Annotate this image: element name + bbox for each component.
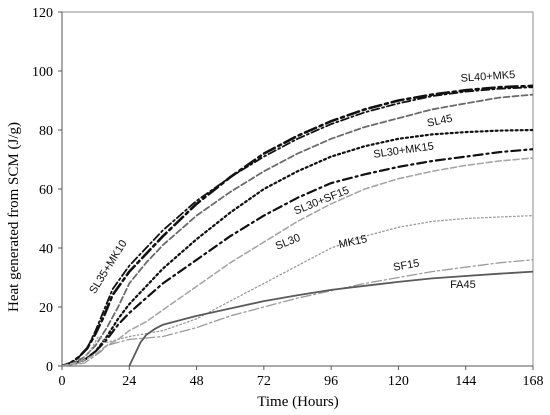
y-axis-ticks: 0 20 40 60 80 100 120 — [32, 6, 62, 375]
series-line-mk15 — [62, 214, 533, 366]
y-tick-label: 60 — [39, 183, 53, 198]
series-layer — [62, 84, 533, 366]
series-label: SL45 — [426, 113, 454, 130]
series-label: FA45 — [450, 279, 476, 291]
x-axis-title: Time (Hours) — [257, 394, 339, 410]
x-axis-ticks: 0 24 48 72 96 120 144 168 — [59, 366, 544, 389]
plot-border — [61, 11, 534, 367]
x-tick-label: 168 — [523, 374, 544, 389]
y-tick-label: 20 — [39, 301, 53, 316]
series-label: SF15 — [392, 258, 420, 274]
y-tick-label: 100 — [32, 65, 53, 80]
series-line-sf15 — [62, 259, 533, 366]
series-line-sl30-sf15 — [62, 148, 533, 366]
y-tick-label: 120 — [32, 6, 53, 21]
x-tick-label: 0 — [59, 374, 66, 389]
series-line-sl40-mk5 — [62, 84, 533, 366]
x-tick-label: 96 — [324, 374, 338, 389]
series-label: SL30 — [274, 232, 302, 253]
series-label: MK15 — [338, 233, 369, 251]
y-axis-title: Heat generated from SCM (J/g) — [6, 122, 22, 312]
y-tick-label: 40 — [39, 242, 53, 257]
series-label: SL40+MK5 — [460, 69, 515, 85]
y-tick-label: 80 — [39, 124, 53, 139]
series-line-sl45 — [62, 93, 533, 366]
series-line-sl30 — [62, 157, 533, 366]
x-tick-label: 72 — [257, 374, 271, 389]
x-tick-label: 144 — [455, 374, 476, 389]
y-tick-label: 0 — [46, 360, 53, 375]
x-tick-label: 120 — [388, 374, 409, 389]
series-line-fa45 — [128, 270, 533, 366]
x-tick-label: 48 — [190, 374, 204, 389]
series-line-sl35-mk10 — [62, 86, 533, 366]
plot-frame — [61, 11, 534, 367]
series-label: SL35+MK10 — [87, 238, 129, 296]
series-label: SL30+SF15 — [292, 184, 351, 217]
x-tick-label: 24 — [122, 374, 136, 389]
